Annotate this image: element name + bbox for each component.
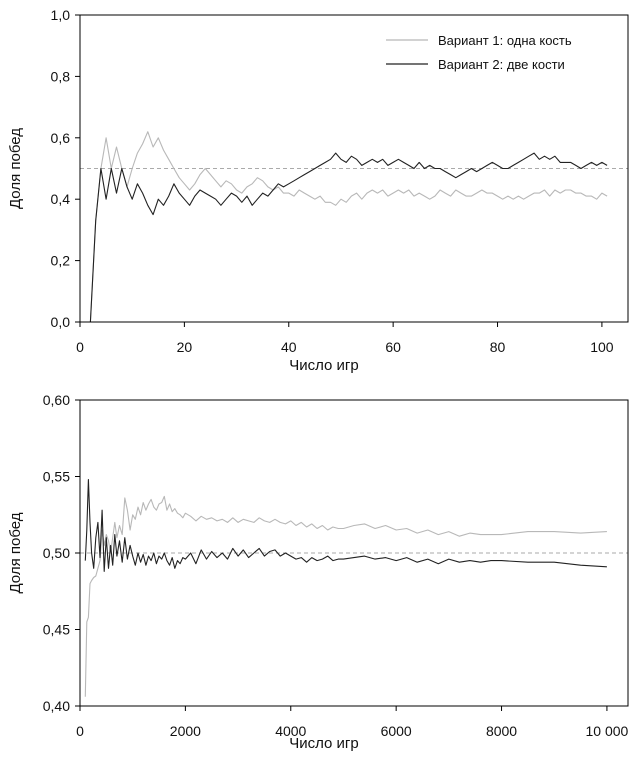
y-tick-label: 0,2 <box>51 253 71 269</box>
legend-label-2: Вариант 2: две кости <box>438 57 565 72</box>
series-line-1 <box>85 131 608 323</box>
x-tick-label: 40 <box>281 339 297 355</box>
y-tick-label: 0,50 <box>43 545 70 561</box>
x-tick-label: 8000 <box>486 723 517 739</box>
chart-bottom: 0,40 0,45 0,50 0,55 0,60 0 2000 4000 6000 8000 10 … <box>7 392 629 752</box>
x-tick-label: 80 <box>490 339 506 355</box>
x-tick-label: 20 <box>177 339 193 355</box>
series-line-2 <box>84 479 607 572</box>
y-tick-label: 1,0 <box>51 7 71 23</box>
y-axis-label: Доля побед <box>7 512 24 593</box>
y-tick-label: 0,0 <box>51 314 71 330</box>
y-tick-label: 0,6 <box>51 130 71 146</box>
x-tick-label: 0 <box>76 723 84 739</box>
x-axis-label: Число игр <box>289 357 359 374</box>
series-line-2 <box>85 152 608 323</box>
x-tick-label: 6000 <box>381 723 412 739</box>
x-axis-label: Число игр <box>289 735 359 752</box>
y-tick-label: 0,45 <box>43 622 70 638</box>
x-tick-label: 60 <box>385 339 401 355</box>
legend-label-1: Вариант 1: одна кость <box>438 33 572 48</box>
y-tick-label: 0,55 <box>43 469 70 485</box>
x-tick-label: 4000 <box>275 723 306 739</box>
y-tick-label: 0,8 <box>51 68 71 84</box>
y-axis-label: Доля побед <box>7 128 24 209</box>
chart-top: 0,0 0,2 0,4 0,6 0,8 1,0 0 20 40 60 80 100 Число игр Д… <box>7 7 629 374</box>
x-tick-label: 100 <box>590 339 614 355</box>
x-tick-label: 0 <box>76 339 84 355</box>
x-tick-label: 2000 <box>170 723 201 739</box>
series-line-1 <box>84 495 607 697</box>
y-tick-label: 0,4 <box>51 191 71 207</box>
plot-frame <box>79 14 629 323</box>
y-tick-label: 0,40 <box>43 698 70 714</box>
y-tick-label: 0,60 <box>43 392 70 408</box>
x-tick-label: 10 000 <box>586 723 629 739</box>
